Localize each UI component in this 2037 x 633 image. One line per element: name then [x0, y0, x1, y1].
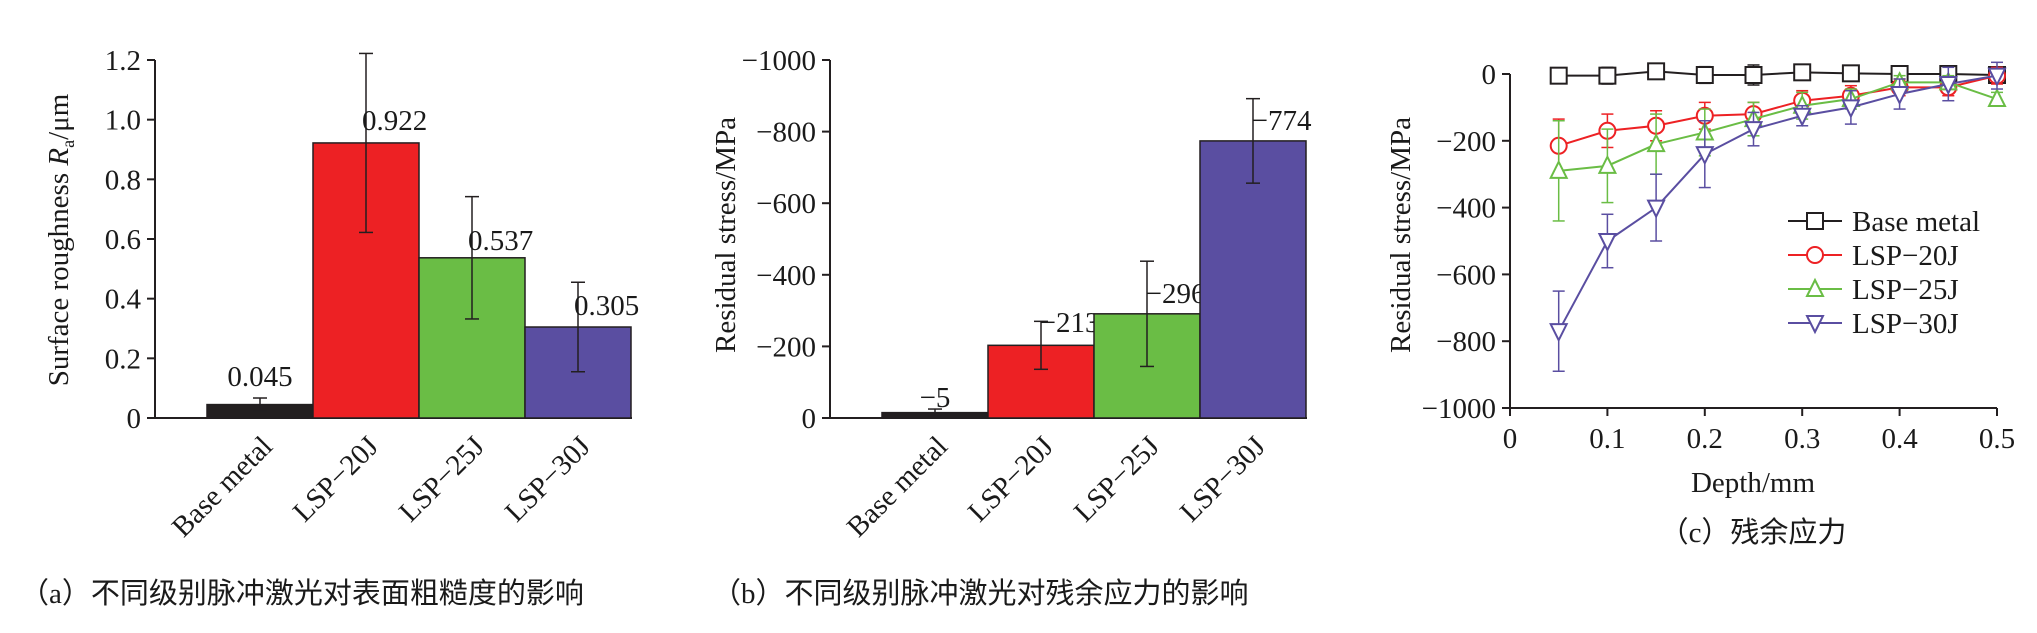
- panel-a-category-label: LSP−20J: [287, 430, 385, 528]
- panel-c-data-point: [1597, 154, 1618, 174]
- panel-c-data-point: [1549, 66, 1568, 85]
- panel-c-legend-label: LSP−30J: [1852, 308, 1959, 340]
- panel-b-category-label: LSP−25J: [1068, 430, 1166, 528]
- panel-c-data-point: [1695, 146, 1715, 166]
- panel-a-roughness-chart: Surface roughness Ra/μm 0 0.2 0.4 0.6 0.8 1.0…: [20, 45, 639, 610]
- panel-a-y-tick-label: 0.2: [105, 343, 141, 375]
- panel-c-data-point: [1793, 63, 1812, 82]
- panel-b-y-tick-label: −200: [756, 331, 816, 363]
- panel-a-y-tick-label: 1.0: [105, 105, 141, 137]
- panel-a-y-tick-label: 0.8: [105, 164, 141, 196]
- panel-c-series-line: [1558, 81, 1998, 172]
- panel-c-series-line: [1558, 70, 1998, 77]
- panel-b-value-label: −5: [920, 382, 951, 414]
- panel-a-y-tick-label: 0.4: [105, 284, 142, 316]
- panel-b-y-tick-label: −600: [756, 188, 816, 220]
- panel-c-data-point: [1841, 64, 1860, 83]
- panel-c-data-point: [1695, 66, 1714, 85]
- panel-c-data-point: [1597, 233, 1618, 253]
- panel-a-value-label: 0.305: [574, 290, 639, 322]
- panel-c-y-tick-label: −600: [1436, 259, 1496, 291]
- panel-c-data-point: [1841, 99, 1861, 119]
- panel-c-legend-label: LSP−25J: [1852, 274, 1959, 306]
- panel-c-x-axis-label: Depth/mm: [1691, 467, 1815, 499]
- panel-a-y-tick-label: 1.2: [105, 45, 141, 77]
- panel-c-data-point: [1792, 107, 1812, 127]
- panel-c-caption: （c）残余应力: [1660, 516, 1847, 549]
- panel-c-data-point: [1598, 66, 1617, 85]
- panel-a-category-label: LSP−25J: [393, 430, 491, 528]
- panel-c-series-triangle-down: [1549, 61, 2007, 373]
- panel-a-y-axis-label-var: R: [43, 148, 75, 167]
- panel-a-y-axis-label-main: Surface roughness: [43, 166, 75, 387]
- panel-c-x-tick-label: 0.2: [1687, 423, 1723, 455]
- panel-c-data-point: [1549, 323, 1569, 343]
- panel-b-caption: （b）不同级别脉冲激光对残余应力的影响: [712, 577, 1249, 610]
- panel-b-value-label: −296: [1146, 278, 1206, 310]
- panel-a-y-axis-label: Surface roughness Ra/μm: [43, 93, 78, 386]
- panel-c-data-point: [1987, 87, 2007, 108]
- panel-c-series-line: [1558, 74, 1998, 147]
- panel-b-y-tick-label: −800: [756, 117, 816, 149]
- panel-b-marks: 0 −200 −400 −600 −800 −1000 −5 Base metal −213 LS…: [742, 45, 1312, 543]
- panel-a-caption: （a）不同级别脉冲激光对表面粗糙度的影响: [20, 577, 584, 610]
- panel-c-data-point: [1938, 76, 1958, 96]
- panel-b-residual-stress-chart: Residual stress/MPa 0 −200 −400 −600 −800 −10…: [710, 45, 1312, 610]
- panel-b-value-label: −213: [1040, 307, 1100, 339]
- panel-a-value-label: 0.922: [362, 105, 427, 137]
- panel-c-x-tick-label: 0.1: [1589, 423, 1625, 455]
- panel-c-y-tick-label: −800: [1436, 326, 1496, 358]
- panel-c-data-point: [1987, 67, 2007, 87]
- panel-c-legend-marker: [1805, 277, 1825, 297]
- panel-c-depth-profile-chart: Residual stress/MPa Depth/mm 0 −200 −400 −6…: [1385, 59, 2015, 549]
- panel-a-y-axis-label-sub: a: [58, 140, 78, 148]
- panel-c-data-point: [1889, 86, 1910, 106]
- panel-c-legend-marker: [1806, 246, 1824, 264]
- panel-c-data-point: [1646, 132, 1666, 153]
- panel-c-data-point: [1743, 121, 1764, 141]
- panel-c-data-point: [1744, 66, 1763, 85]
- panel-c-x-tick-label: 0.4: [1881, 423, 1918, 455]
- panel-c-legend-label: LSP−20J: [1852, 240, 1959, 272]
- panel-b-y-tick-label: −1000: [742, 45, 816, 77]
- panel-a-y-tick-label: 0: [127, 403, 142, 435]
- panel-a-category-label: LSP−30J: [499, 430, 597, 528]
- panel-c-x-tick-label: 0.3: [1784, 423, 1820, 455]
- panel-c-legend-label: Base metal: [1852, 206, 1980, 238]
- panel-c-y-tick-label: −200: [1436, 126, 1496, 158]
- panel-c-y-tick-label: −400: [1436, 193, 1496, 225]
- panel-a-value-label: 0.045: [227, 361, 292, 393]
- panel-b-y-tick-label: 0: [802, 403, 817, 435]
- panel-c-legend-marker: [1805, 315, 1825, 335]
- panel-c-data-point: [1549, 159, 1569, 179]
- panel-b-y-axis-label: Residual stress/MPa: [710, 117, 742, 353]
- panel-c-x-tick-label: 0.5: [1979, 423, 2015, 455]
- panel-c-y-tick-label: −1000: [1422, 393, 1496, 425]
- panel-c-y-tick-label: 0: [1482, 59, 1497, 91]
- panel-c-series-triangle-up: [1549, 71, 2007, 222]
- panel-c-x-tick-label: 0: [1503, 423, 1518, 455]
- panel-b-value-label: −774: [1252, 105, 1312, 137]
- panel-b-y-tick-label: −400: [756, 260, 816, 292]
- panel-c-data-point: [1646, 199, 1666, 219]
- panel-c-series-line: [1557, 74, 1998, 332]
- panel-a-category-label: Base metal: [166, 430, 279, 543]
- panel-c-data-point: [1647, 62, 1666, 81]
- panel-b-category-label: LSP−30J: [1174, 430, 1272, 528]
- panel-a-value-label: 0.537: [468, 225, 533, 257]
- panel-b-category-label: Base metal: [841, 430, 954, 543]
- panel-a-marks: 0 0.2 0.4 0.6 0.8 1.0 1.2 0.045 Base metal 0.922 L…: [105, 45, 639, 543]
- panel-a-y-axis-label-unit: /μm: [43, 93, 75, 140]
- panel-c-y-axis-label: Residual stress/MPa: [1385, 117, 1417, 353]
- panel-b-category-label: LSP−20J: [962, 430, 1060, 528]
- panel-c-legend-marker: [1806, 212, 1824, 230]
- panel-a-y-tick-label: 0.6: [105, 224, 141, 256]
